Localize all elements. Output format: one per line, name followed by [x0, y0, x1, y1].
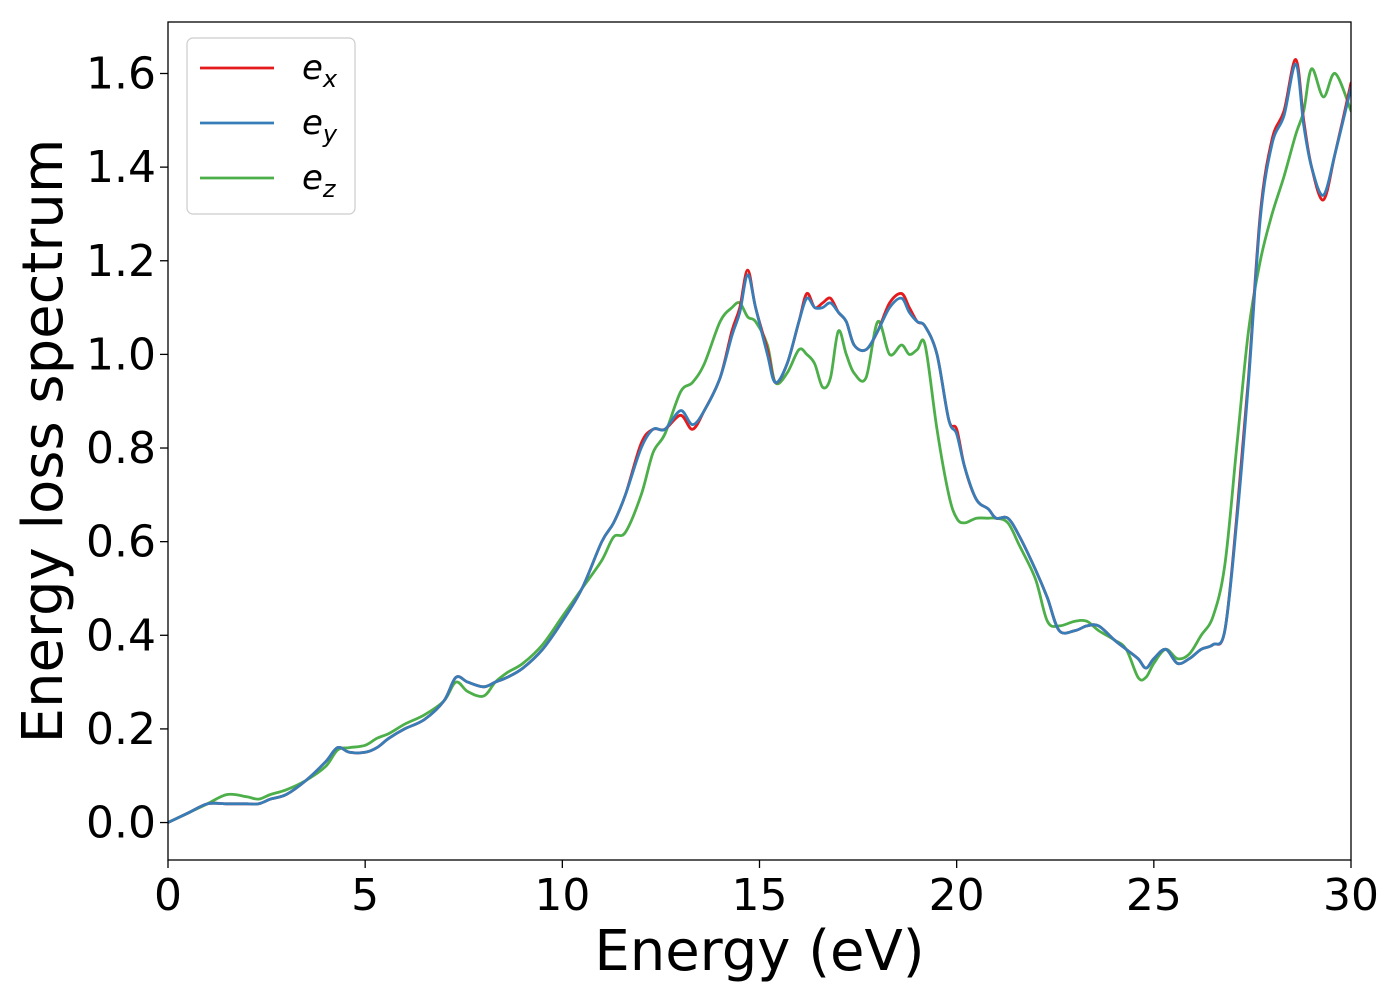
series-line-y — [168, 62, 1351, 824]
x-tick-label: 20 — [929, 870, 985, 921]
legend-label-z: ez — [302, 158, 337, 203]
x-tick-label: 30 — [1323, 870, 1379, 921]
legend-label-x: ex — [302, 48, 338, 93]
y-tick-label: 0.4 — [86, 610, 156, 661]
y-tick-label: 1.6 — [86, 48, 156, 99]
y-tick-label: 0.2 — [86, 704, 156, 755]
y-axis-ticks: 0.0 0.2 0.4 0.6 0.8 1.0 1.2 1.4 1.6 — [86, 48, 168, 849]
y-tick-label: 1.0 — [86, 329, 156, 380]
y-tick-label: 0.0 — [86, 798, 156, 849]
x-tick-label: 0 — [154, 870, 182, 921]
y-tick-label: 1.4 — [86, 142, 156, 193]
x-tick-label: 10 — [534, 870, 590, 921]
x-axis-ticks: 0 5 10 15 20 25 30 — [154, 860, 1379, 921]
series-lines — [168, 58, 1351, 824]
x-tick-label: 5 — [351, 870, 379, 921]
y-tick-label: 1.2 — [86, 236, 156, 287]
y-tick-label: 0.8 — [86, 423, 156, 474]
y-tick-label: 0.6 — [86, 517, 156, 568]
x-axis-label: Energy (eV) — [594, 919, 924, 984]
series-line-z — [168, 67, 1351, 824]
y-axis-label: Energy loss spectrum — [11, 139, 76, 744]
x-tick-label: 25 — [1126, 870, 1182, 921]
x-tick-label: 15 — [732, 870, 788, 921]
legend-label-y: ey — [302, 103, 338, 148]
legend: ex ey ez — [186, 37, 356, 215]
legend-box — [186, 37, 356, 215]
